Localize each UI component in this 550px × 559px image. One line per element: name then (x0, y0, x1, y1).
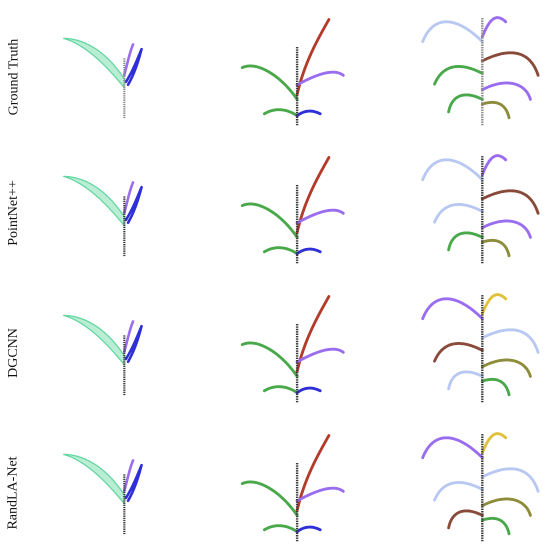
leaf-segment (480, 432, 508, 455)
leaf-segment (124, 48, 143, 87)
leaf-segment (447, 231, 484, 252)
leaf-segment (124, 325, 143, 364)
leaf-segment (480, 358, 532, 378)
row-label-dgcnn: DGCNN (6, 327, 21, 378)
row-label-randla-net: RandLA-Net (6, 455, 21, 530)
plant-point-cloud (225, 424, 375, 549)
leaf-segment (262, 385, 299, 395)
plant-point-cloud (225, 8, 375, 133)
plant-point-cloud (225, 285, 375, 410)
leaf-segment (240, 480, 299, 517)
leaf-segment (447, 370, 484, 391)
leaf-segment (432, 65, 484, 87)
leaf-segment (262, 524, 299, 534)
plant-point-cloud (55, 424, 185, 549)
leaf-segment (295, 70, 345, 87)
leaf-segment (480, 377, 511, 398)
leaf-segment (295, 347, 345, 364)
leaf-segment (295, 486, 345, 503)
leaf-segment (480, 154, 508, 177)
leaf-segment (295, 208, 345, 225)
leaf-segment (421, 436, 484, 460)
leaf-segment (63, 37, 127, 89)
leaf-segment (63, 175, 127, 227)
leaf-segment (240, 202, 299, 239)
leaf-segment (447, 93, 484, 114)
leaf-segment (295, 247, 322, 256)
leaf-segment (295, 386, 322, 395)
leaf-segment (421, 158, 484, 182)
leaf-segment (480, 516, 511, 537)
plant-point-cloud (55, 146, 185, 271)
row-label-pointnet: PointNet++ (6, 179, 22, 246)
leaf-segment (480, 81, 532, 101)
leaf-segment (421, 20, 484, 44)
leaf-segment (63, 453, 127, 505)
leaf-segment (480, 238, 511, 259)
plant-point-cloud (55, 8, 185, 133)
plant-point-cloud (405, 285, 550, 410)
leaf-segment (480, 219, 532, 239)
plant-point-cloud (55, 285, 185, 410)
leaf-segment (421, 297, 484, 321)
leaf-segment (480, 100, 511, 121)
leaf-segment (295, 109, 322, 118)
leaf-segment (295, 525, 322, 534)
plant-point-cloud (405, 424, 550, 549)
leaf-segment (447, 509, 484, 530)
plant-point-cloud (225, 146, 375, 271)
leaf-segment (240, 341, 299, 378)
leaf-segment (480, 51, 540, 77)
leaf-segment (480, 189, 540, 215)
leaf-segment (480, 16, 508, 39)
leaf-segment (240, 64, 299, 101)
leaf-segment (432, 203, 484, 225)
leaf-segment (124, 186, 143, 225)
leaf-segment (480, 293, 508, 316)
leaf-segment (262, 108, 299, 118)
leaf-segment (63, 314, 127, 366)
leaf-segment (432, 481, 484, 503)
plant-point-cloud (405, 146, 550, 271)
leaf-segment (480, 497, 532, 517)
leaf-segment (124, 464, 143, 503)
leaf-segment (480, 467, 540, 493)
leaf-segment (262, 246, 299, 256)
leaf-segment (432, 342, 484, 364)
row-label-ground-truth: Ground Truth (6, 38, 22, 115)
leaf-segment (480, 328, 540, 354)
plant-point-cloud (405, 8, 550, 133)
